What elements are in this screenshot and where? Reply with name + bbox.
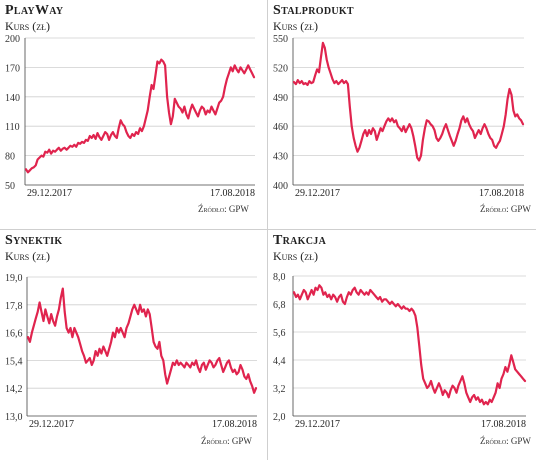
- chart-source: Źródło: GPW: [480, 436, 531, 446]
- chart-svg: 200 170 140 110 80 50 29.12.2017 17.08.2018: [5, 34, 256, 199]
- x-end-label: 17.08.2018: [479, 188, 524, 199]
- y-tick-label: 430: [273, 152, 288, 163]
- y-tick-label: 8,0: [273, 272, 286, 283]
- chart-svg: 8,0 6,8 5,6 4,4 3,2 2,0 29.12.2017 17.08.2018: [273, 272, 527, 430]
- y-tick-label: 80: [5, 152, 15, 163]
- price-series-line: [292, 41, 525, 162]
- y-tick-label: 15,4: [5, 356, 23, 367]
- y-tick-label: 19,0: [5, 273, 23, 284]
- y-tick-label: 2,0: [273, 412, 286, 423]
- y-tick-label: 17,8: [5, 301, 23, 312]
- chart-title: Trakcja: [273, 233, 327, 248]
- y-tick-label: 520: [273, 63, 288, 74]
- chart-panel-synektik: 19,0 17,8 16,6 15,4 14,2 13,0 29.12.2017 17.08.…: [0, 230, 268, 460]
- y-tick-label: 490: [273, 93, 288, 104]
- chart-title: Stalprodukt: [273, 3, 354, 18]
- y-tick-label: 460: [273, 122, 288, 133]
- y-tick-label: 50: [5, 181, 15, 192]
- x-start-label: 29.12.2017: [295, 188, 340, 199]
- y-tick-label: 6,8: [273, 300, 286, 311]
- chart-source: Źródło: GPW: [201, 436, 252, 446]
- chart-svg: 550 520 490 460 430 400 29.12.2017 17.08.2018: [273, 34, 525, 199]
- y-tick-label: 14,2: [5, 384, 23, 395]
- chart-unit-label: Kurs (zł): [273, 249, 318, 263]
- chart-svg: 19,0 17,8 16,6 15,4 14,2 13,0 29.12.2017 17.08.…: [5, 273, 258, 430]
- price-series-line: [24, 58, 256, 174]
- y-tick-label: 5,6: [273, 328, 286, 339]
- y-tick-label: 200: [5, 34, 20, 45]
- x-start-label: 29.12.2017: [295, 419, 340, 430]
- y-tick-label: 16,6: [5, 329, 23, 340]
- horizontal-divider: [0, 229, 536, 230]
- chart-source: Źródło: GPW: [198, 204, 249, 214]
- y-tick-label: 3,2: [273, 384, 286, 395]
- chart-title: Synektik: [5, 233, 63, 248]
- y-tick-label: 400: [273, 181, 288, 192]
- chart-source: Źródło: GPW: [480, 204, 531, 214]
- y-tick-label: 13,0: [5, 412, 23, 423]
- y-tick-label: 170: [5, 63, 20, 74]
- x-end-label: 17.08.2018: [481, 419, 526, 430]
- chart-panel-trakcja: 8,0 6,8 5,6 4,4 3,2 2,0 29.12.2017 17.08.2018 T…: [268, 230, 536, 460]
- y-tick-label: 550: [273, 34, 288, 45]
- y-tick-label: 140: [5, 93, 20, 104]
- price-series-line: [26, 287, 258, 394]
- x-start-label: 29.12.2017: [29, 419, 74, 430]
- y-tick-label: 110: [5, 122, 20, 133]
- y-tick-label: 4,4: [273, 356, 286, 367]
- chart-unit-label: Kurs (zł): [5, 19, 50, 33]
- chart-panel-stalprodukt: 550 520 490 460 430 400 29.12.2017 17.08.2018 S…: [268, 0, 536, 230]
- x-end-label: 17.08.2018: [210, 188, 255, 199]
- chart-unit-label: Kurs (zł): [273, 19, 318, 33]
- x-start-label: 29.12.2017: [27, 188, 72, 199]
- x-end-label: 17.08.2018: [212, 419, 257, 430]
- vertical-divider: [267, 0, 268, 460]
- price-series-line: [292, 284, 527, 406]
- chart-unit-label: Kurs (zł): [5, 249, 50, 263]
- chart-panel-playway: 200 170 140 110 80 50 29.12.2017 17.08.2018 Pla…: [0, 0, 268, 230]
- chart-title: PlayWay: [5, 3, 64, 18]
